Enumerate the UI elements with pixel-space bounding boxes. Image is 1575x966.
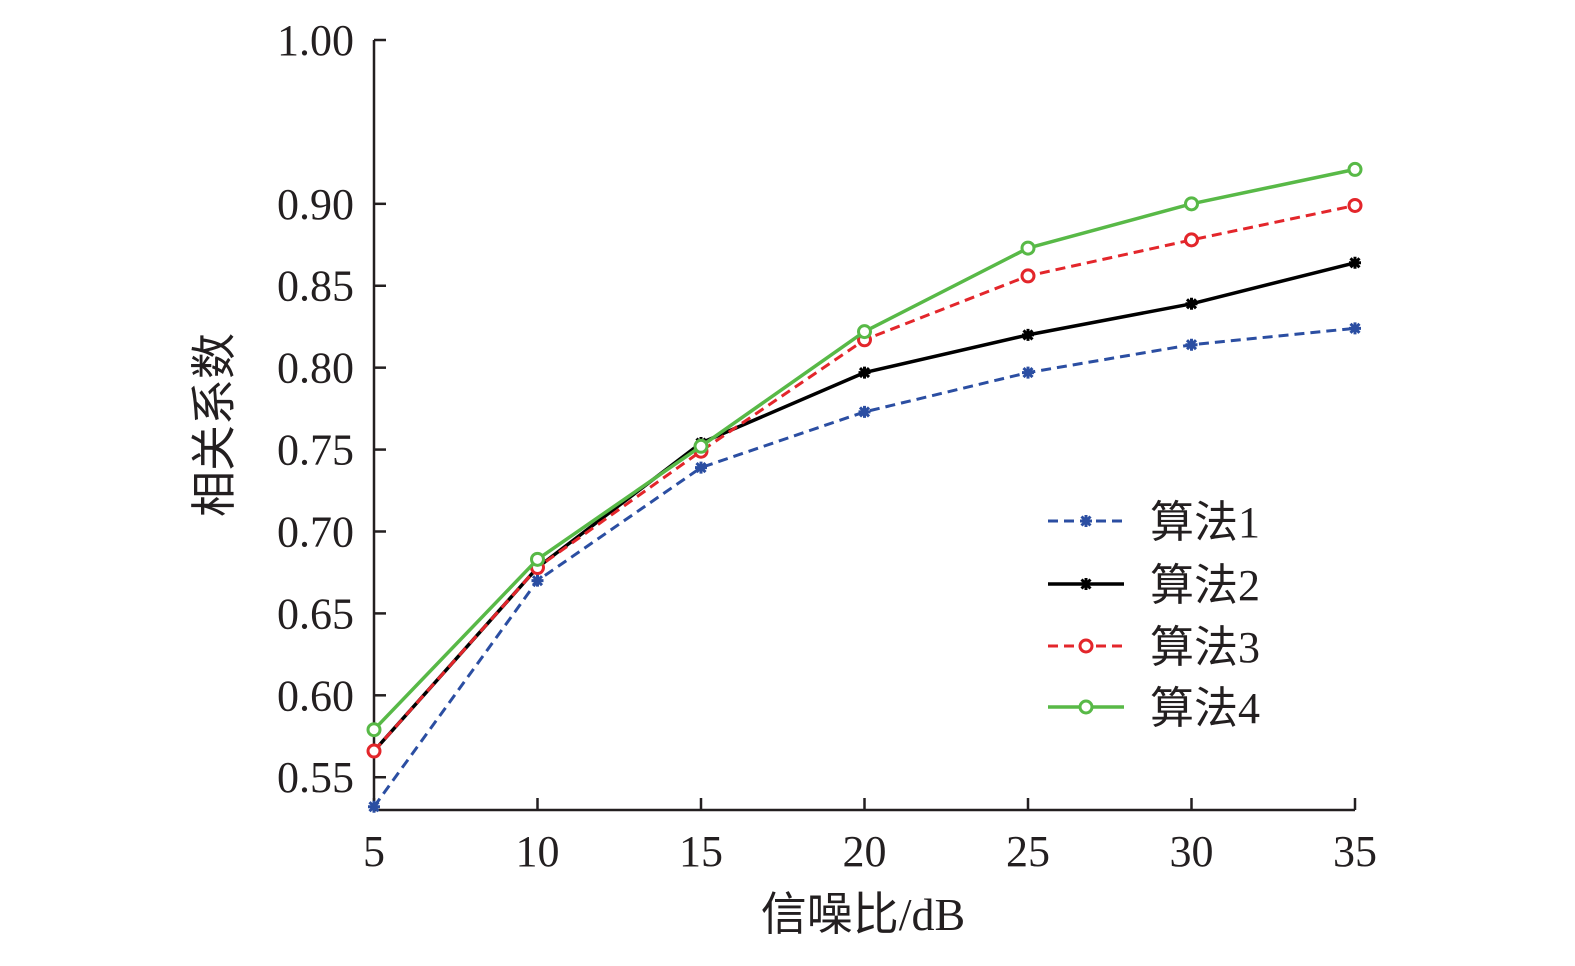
data-point <box>1347 197 1363 213</box>
y-axis-label: 相关系数 <box>189 333 240 517</box>
legend-item-3: 算法3 <box>1048 623 1260 672</box>
axes: 0.55 0.60 0.65 0.70 0.75 0.80 0.85 0.90 1.00 5 10 1… <box>277 16 1377 876</box>
legend-label: 算法3 <box>1150 623 1260 672</box>
x-tick-label: 35 <box>1333 827 1377 876</box>
data-point <box>1020 240 1036 256</box>
series-4 <box>366 161 1363 738</box>
y-tick-label: 0.75 <box>277 426 354 475</box>
legend-label: 算法4 <box>1150 684 1260 733</box>
data-point <box>1185 297 1198 310</box>
y-tick-label: 0.90 <box>277 180 354 229</box>
series-3 <box>366 197 1363 759</box>
x-tick-label: 25 <box>1006 827 1050 876</box>
data-point <box>858 366 871 379</box>
legend-label: 算法2 <box>1150 561 1260 610</box>
y-tick-label: 0.85 <box>277 262 354 311</box>
legend-item-4: 算法4 <box>1048 684 1260 733</box>
data-point <box>693 438 709 454</box>
data-point <box>858 405 871 418</box>
legend-marker <box>1080 578 1092 590</box>
x-tick-label: 10 <box>516 827 560 876</box>
data-point <box>1349 322 1361 335</box>
data-point <box>1022 366 1034 379</box>
data-point <box>1184 196 1199 212</box>
y-tick-label: 0.70 <box>277 507 354 556</box>
legend: 算法1 算法2 算法3 算法4 <box>1048 498 1260 733</box>
data-point <box>1347 161 1363 177</box>
data-point <box>530 551 545 567</box>
data-point <box>1184 232 1199 248</box>
x-tick-label: 20 <box>843 827 887 876</box>
y-tick-label: 0.60 <box>277 671 354 720</box>
y-tick-label: 1.00 <box>277 16 354 65</box>
legend-marker <box>1078 699 1094 715</box>
data-point <box>1349 256 1361 269</box>
series-1 <box>368 322 1361 813</box>
x-tick-label: 5 <box>363 827 385 876</box>
legend-marker <box>1078 638 1094 654</box>
legend-item-2: 算法2 <box>1048 561 1260 610</box>
data-point <box>857 324 872 340</box>
legend-marker <box>1080 515 1092 527</box>
series-group <box>366 161 1363 813</box>
data-point <box>695 461 707 474</box>
data-point <box>366 722 382 738</box>
data-point <box>1022 328 1034 341</box>
legend-label: 算法1 <box>1150 498 1260 547</box>
data-point <box>1185 338 1198 351</box>
x-tick-label: 30 <box>1170 827 1214 876</box>
y-tick-label: 0.55 <box>277 753 354 802</box>
x-tick-label: 15 <box>679 827 723 876</box>
legend-item-1: 算法1 <box>1048 498 1260 547</box>
y-tick-label: 0.65 <box>277 589 354 638</box>
data-point <box>1020 268 1036 284</box>
data-point <box>531 574 544 587</box>
data-point <box>368 800 380 813</box>
data-point <box>366 743 382 759</box>
x-axis-label: 信噪比/dB <box>761 889 965 940</box>
y-tick-label: 0.80 <box>277 344 354 393</box>
